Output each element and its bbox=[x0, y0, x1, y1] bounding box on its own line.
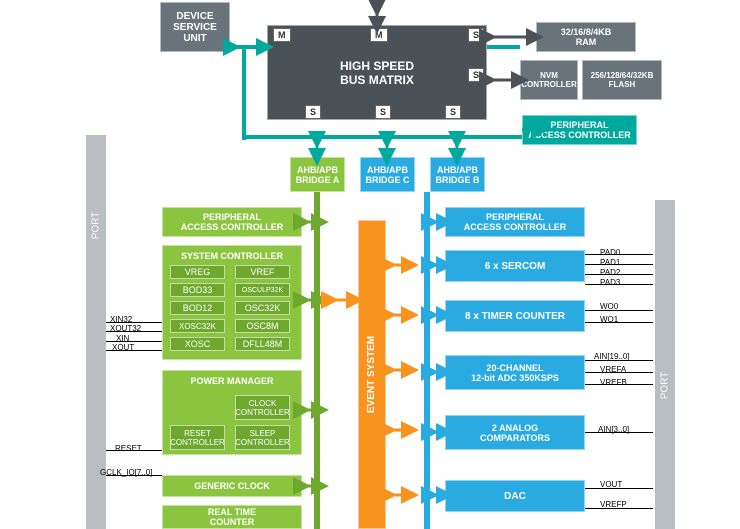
pin-reset: RESET bbox=[115, 444, 142, 453]
port-right bbox=[655, 200, 675, 529]
conn-line bbox=[585, 310, 653, 311]
conn-line bbox=[106, 350, 162, 351]
conn-line bbox=[585, 508, 653, 509]
s-tag-2: S bbox=[468, 68, 484, 82]
event-system: EVENT SYSTEM bbox=[358, 220, 386, 529]
s-tag-4: S bbox=[375, 105, 391, 119]
xosc32k: XOSC32K bbox=[170, 319, 225, 333]
timer-block: 8 x TIMER COUNTER bbox=[445, 300, 585, 332]
s-tag-5: S bbox=[445, 105, 461, 119]
osc8m: OSC8M bbox=[235, 319, 290, 333]
dac-block: DAC bbox=[445, 480, 585, 512]
event-system-label: EVENT SYSTEM bbox=[367, 336, 378, 413]
m-tag-1: M bbox=[273, 28, 291, 42]
conn-line bbox=[585, 322, 653, 323]
osculp32k: OSCULP32K bbox=[235, 283, 290, 297]
pin-pad1: PAD1 bbox=[600, 258, 620, 267]
conn-line bbox=[106, 322, 162, 323]
conn-line bbox=[106, 450, 162, 451]
port-right-label: PORT bbox=[659, 372, 670, 400]
real-time-counter: REAL TIME COUNTER bbox=[162, 505, 302, 529]
conn-line bbox=[585, 284, 653, 285]
teal-bus-v1 bbox=[242, 45, 246, 140]
ram-block: 32/16/8/4KB RAM bbox=[536, 22, 636, 52]
bridge-b: AHB/APB BRIDGE B bbox=[430, 157, 485, 192]
vref: VREF bbox=[235, 265, 290, 279]
osc32k: OSC32K bbox=[235, 301, 290, 315]
s-tag-3: S bbox=[305, 105, 321, 119]
conn-line bbox=[585, 360, 653, 361]
conn-line bbox=[585, 264, 653, 265]
pin-pad2: PAD2 bbox=[600, 268, 620, 277]
conn-line bbox=[585, 274, 653, 275]
sleep-controller: SLEEP CONTROLLER bbox=[235, 425, 290, 450]
pin-pad0: PAD0 bbox=[600, 248, 620, 257]
green-bus-v bbox=[314, 192, 320, 529]
conn-line bbox=[106, 341, 162, 342]
reset-controller: RESET CONTROLLER bbox=[170, 425, 225, 450]
m-tag-2: M bbox=[370, 28, 388, 42]
bridge-a: AHB/APB BRIDGE A bbox=[290, 157, 345, 192]
conn-line bbox=[585, 432, 653, 433]
nvm-controller: NVM CONTROLLER bbox=[520, 60, 578, 100]
pac-top: PERIPHERAL ACCESS CONTROLLER bbox=[522, 115, 637, 145]
xosc: XOSC bbox=[170, 337, 225, 351]
port-left-label: PORT bbox=[90, 212, 101, 240]
pac-right: PERIPHERAL ACCESS CONTROLLER bbox=[445, 207, 585, 237]
pin-vrefb: VREFB bbox=[600, 378, 627, 387]
conn-line bbox=[106, 331, 162, 332]
teal-bus-h2 bbox=[242, 135, 522, 139]
comparators-block: 2 ANALOG COMPARATORS bbox=[445, 415, 585, 450]
bod33: BOD33 bbox=[170, 283, 225, 297]
pac-left: PERIPHERAL ACCESS CONTROLLER bbox=[162, 207, 302, 237]
conn-line bbox=[106, 475, 162, 476]
bridge-c: AHB/APB BRIDGE C bbox=[360, 157, 415, 192]
flash-block: 256/128/64/32KB FLASH bbox=[582, 60, 662, 100]
pin-pad3: PAD3 bbox=[600, 278, 620, 287]
clock-controller: CLOCK CONTROLLER bbox=[235, 395, 290, 420]
conn-line bbox=[585, 372, 653, 373]
generic-clock: GENERIC CLOCK bbox=[162, 475, 302, 497]
device-service-unit: DEVICE SERVICE UNIT bbox=[160, 2, 230, 52]
s-tag-1: S bbox=[468, 28, 484, 42]
conn-line bbox=[585, 384, 653, 385]
bod12: BOD12 bbox=[170, 301, 225, 315]
conn-line bbox=[585, 488, 653, 489]
sercom-block: 6 x SERCOM bbox=[445, 250, 585, 282]
adc-block: 20-CHANNEL 12-bit ADC 350KSPS bbox=[445, 355, 585, 390]
dfll48m: DFLL48M bbox=[235, 337, 290, 351]
vreg: VREG bbox=[170, 265, 225, 279]
conn-line bbox=[585, 254, 653, 255]
blue-bus-v bbox=[424, 192, 430, 529]
